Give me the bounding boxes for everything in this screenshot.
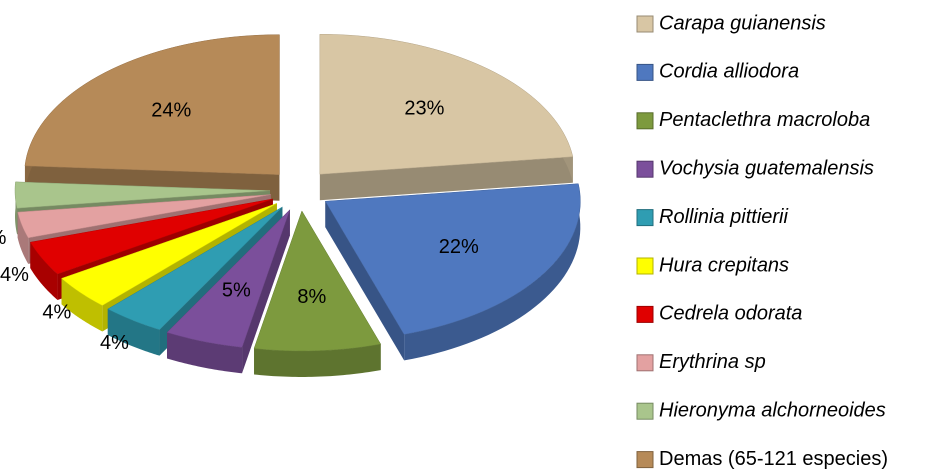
data-label: 4% [42, 302, 71, 324]
slice-group [166, 209, 291, 374]
slice-side [61, 278, 103, 332]
slice-group [253, 210, 382, 377]
slice-side [254, 344, 381, 377]
slice [253, 210, 382, 352]
slice-side [242, 209, 290, 374]
legend-marker [636, 451, 654, 469]
slice [14, 181, 271, 209]
legend-label: Pentaclethra macroloba [659, 109, 870, 131]
slice-side [319, 156, 573, 201]
data-label: 4% [100, 332, 129, 354]
legend-marker [636, 160, 654, 178]
legend-label: Hieronyma alchorneoides [659, 399, 886, 421]
legend-marker [636, 305, 654, 323]
slice [107, 206, 283, 330]
legend-label: Erythrina sp [659, 351, 766, 373]
legend-label: Hura crepitans [659, 254, 789, 276]
slice-side [107, 309, 160, 356]
slice [29, 198, 273, 275]
data-label: 22% [439, 236, 479, 258]
legend-marker [636, 112, 654, 130]
legend-label: Cordia alliodora [659, 61, 799, 83]
slice-side [404, 183, 581, 361]
data-label: 5% [222, 280, 251, 302]
data-label: 3% [0, 227, 7, 249]
legend-marker [636, 63, 654, 81]
slice [17, 194, 271, 239]
legend-marker [636, 209, 654, 227]
legend-marker [636, 257, 654, 275]
slice-group [324, 183, 581, 361]
slice [61, 203, 278, 306]
data-label: 24% [151, 100, 191, 122]
slice [24, 34, 280, 175]
data-label: 8% [297, 286, 326, 308]
slice-side [30, 242, 58, 300]
legend-label: Carapa guianensis [659, 12, 826, 34]
legend-label: Demas (65-121 especies) [659, 448, 888, 469]
legend-label: Rollinia pittierii [659, 206, 788, 228]
legend-label: Vochysia guatemalensis [659, 157, 874, 179]
slice [324, 183, 581, 335]
data-label: 23% [404, 97, 444, 119]
slice [319, 33, 574, 175]
slice-side [17, 212, 29, 264]
data-label: 4% [0, 264, 29, 286]
legend-marker [636, 402, 654, 420]
legend-marker [636, 354, 654, 372]
slice [166, 209, 291, 348]
slice-group [319, 33, 574, 201]
slice-side [325, 201, 405, 361]
slice-side [166, 332, 243, 374]
legend-label: Cedrela odorata [659, 303, 802, 325]
legend-marker [636, 15, 654, 33]
